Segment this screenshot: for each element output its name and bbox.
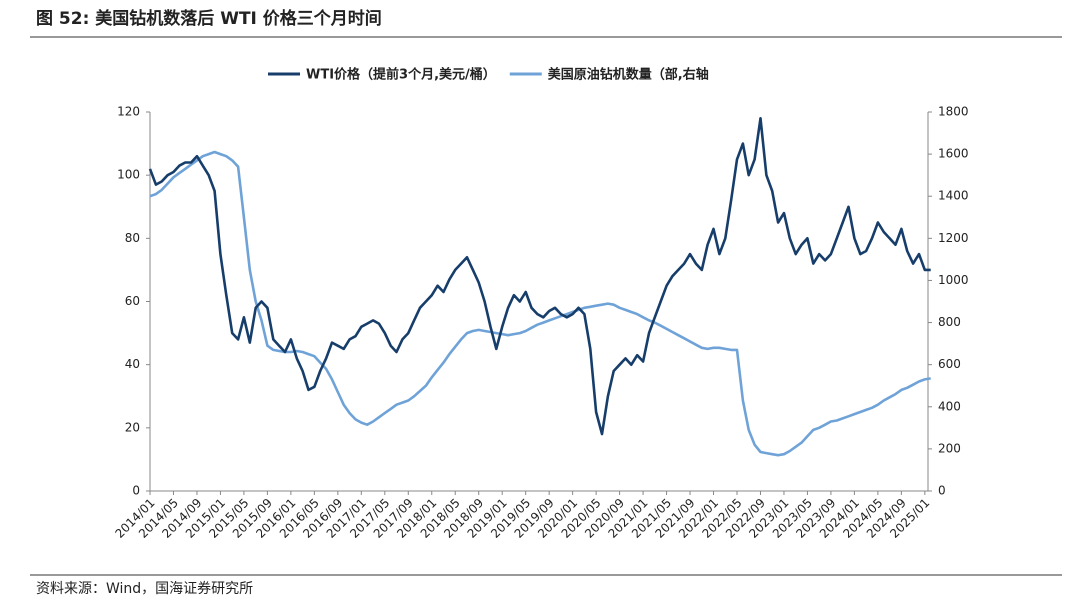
y-tick-label: 100 xyxy=(117,168,140,182)
y2-tick-label: 400 xyxy=(938,399,961,413)
chart-title: 图 52: 美国钻机数落后 WTI 价格三个月时间 xyxy=(36,8,382,29)
y2-tick-label: 1600 xyxy=(938,147,969,161)
y-tick-label: 0 xyxy=(132,484,140,498)
y-tick-label: 40 xyxy=(125,357,140,371)
y2-tick-label: 200 xyxy=(938,441,961,455)
source-note: 资料来源：Wind，国海证券研究所 xyxy=(36,581,253,597)
y-tick-label: 80 xyxy=(125,231,140,245)
y2-tick-label: 0 xyxy=(938,484,946,498)
legend-label: 美国原油钻机数量（部,右轴 xyxy=(548,67,709,83)
y-tick-label: 20 xyxy=(125,420,140,434)
y2-tick-label: 1000 xyxy=(938,273,969,287)
series-line xyxy=(149,150,931,457)
y2-tick-label: 1400 xyxy=(938,189,969,203)
series-line xyxy=(148,117,931,436)
y2-tick-label: 800 xyxy=(938,315,961,329)
y-tick-label: 120 xyxy=(117,105,140,119)
y2-tick-label: 1200 xyxy=(938,231,969,245)
y2-tick-label: 1800 xyxy=(938,105,969,119)
y2-tick-label: 600 xyxy=(938,357,961,371)
legend-label: WTI价格（提前3个月,美元/桶） xyxy=(306,67,496,83)
y-tick-label: 60 xyxy=(125,294,140,308)
